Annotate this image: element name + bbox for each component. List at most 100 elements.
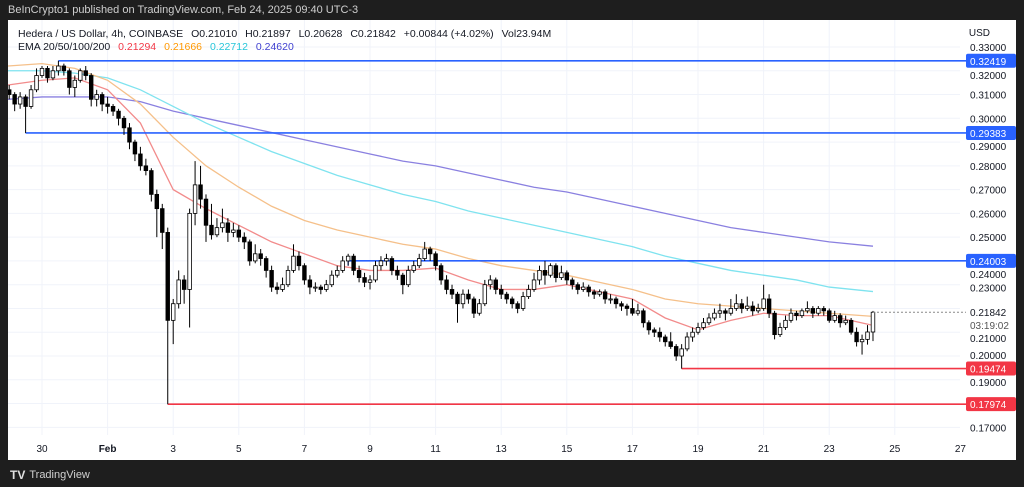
candle-body bbox=[810, 308, 816, 314]
candle-body bbox=[313, 286, 318, 289]
candle-body bbox=[67, 70, 72, 88]
x-tick-label: 21 bbox=[758, 444, 770, 455]
ema100-line bbox=[8, 70, 874, 293]
candle-body bbox=[127, 127, 132, 143]
candle-body bbox=[619, 303, 624, 307]
candle-body bbox=[608, 298, 613, 301]
y-tick-label: 0.29000 bbox=[970, 142, 1007, 153]
candle-body bbox=[121, 117, 127, 129]
candle-body bbox=[8, 89, 12, 95]
candlestick-chart[interactable]: 0.33000 0.32000 0.31000 0.30000 0.29000 0.280… bbox=[8, 20, 1016, 460]
candle-body bbox=[466, 293, 471, 300]
candle bbox=[127, 123, 132, 150]
candle bbox=[870, 310, 876, 342]
candle bbox=[772, 310, 777, 340]
candle bbox=[220, 208, 225, 233]
candle-body bbox=[99, 94, 105, 105]
candle-body bbox=[499, 289, 504, 295]
candle bbox=[324, 279, 329, 292]
candle bbox=[351, 253, 356, 276]
y-tick-label: 0.32000 bbox=[970, 71, 1007, 82]
candle bbox=[723, 308, 728, 321]
candle bbox=[783, 315, 788, 330]
candle-body bbox=[83, 70, 88, 76]
candle bbox=[859, 334, 865, 355]
candle bbox=[816, 306, 821, 316]
candle-body bbox=[657, 331, 662, 338]
candle bbox=[712, 308, 717, 321]
level-price-badge bbox=[966, 397, 1016, 412]
candle bbox=[794, 310, 799, 321]
candle-body bbox=[373, 265, 378, 281]
candle bbox=[608, 294, 613, 304]
candle-body bbox=[624, 305, 630, 309]
ema-label: EMA 20/50/100/200 bbox=[18, 41, 111, 53]
candle bbox=[761, 284, 766, 311]
candle bbox=[335, 265, 340, 278]
x-tick-label: 30 bbox=[36, 444, 48, 455]
candle bbox=[8, 85, 12, 100]
candle bbox=[520, 291, 526, 311]
candle bbox=[788, 308, 794, 323]
candle bbox=[78, 68, 83, 83]
candle-body bbox=[602, 291, 608, 300]
candle-body bbox=[679, 348, 684, 357]
candle bbox=[274, 282, 280, 295]
candle-body bbox=[192, 184, 198, 214]
candle bbox=[690, 327, 695, 342]
candle-body bbox=[335, 270, 340, 276]
candle bbox=[307, 275, 313, 295]
level-price-label: 0.19474 bbox=[970, 365, 1007, 376]
candle-body bbox=[701, 322, 706, 328]
candle bbox=[575, 282, 580, 295]
candle bbox=[34, 68, 39, 93]
candle-body bbox=[641, 310, 646, 324]
candle-body bbox=[827, 310, 832, 321]
candle-body bbox=[504, 293, 509, 300]
y-tick-label: 0.20000 bbox=[970, 351, 1007, 362]
candle-body bbox=[17, 96, 23, 105]
ema100-value: 0.22712 bbox=[209, 41, 248, 53]
candle bbox=[602, 289, 608, 304]
candle bbox=[444, 275, 449, 295]
y-tick-label: 0.27000 bbox=[970, 186, 1007, 197]
candle-body bbox=[444, 279, 449, 290]
candle-body bbox=[865, 331, 870, 340]
price-axis bbox=[966, 20, 1016, 460]
candle-body bbox=[493, 279, 498, 290]
candle-body bbox=[72, 79, 78, 88]
candle-body bbox=[274, 286, 280, 290]
candle bbox=[83, 66, 88, 81]
candle bbox=[45, 66, 50, 83]
candle bbox=[61, 63, 67, 76]
y-tick-label: 0.33000 bbox=[970, 43, 1007, 54]
candle-body bbox=[378, 260, 384, 267]
chart-panel[interactable]: 0.33000 0.32000 0.31000 0.30000 0.29000 0.280… bbox=[8, 20, 1016, 460]
candle bbox=[679, 344, 684, 369]
candle bbox=[247, 239, 252, 266]
candle-body bbox=[821, 308, 826, 312]
candle bbox=[652, 327, 657, 337]
candle bbox=[854, 327, 859, 347]
candle-body bbox=[171, 303, 176, 321]
candle bbox=[187, 208, 192, 328]
candle-body bbox=[427, 248, 433, 255]
candle bbox=[843, 315, 848, 326]
candle bbox=[17, 92, 23, 109]
candle-body bbox=[460, 293, 466, 305]
candle bbox=[56, 60, 61, 76]
candle bbox=[214, 218, 220, 238]
candle bbox=[313, 282, 318, 292]
candle-body bbox=[340, 260, 345, 271]
level-price-badge bbox=[966, 253, 1016, 268]
candle-body bbox=[455, 293, 460, 305]
candle-body bbox=[723, 310, 728, 314]
candle-body bbox=[843, 319, 848, 324]
candle bbox=[116, 108, 121, 126]
candle-body bbox=[663, 336, 668, 343]
candle-body bbox=[417, 258, 422, 267]
candle bbox=[619, 301, 624, 311]
candle bbox=[171, 298, 176, 345]
candle-body bbox=[94, 94, 99, 100]
candle bbox=[149, 168, 154, 202]
